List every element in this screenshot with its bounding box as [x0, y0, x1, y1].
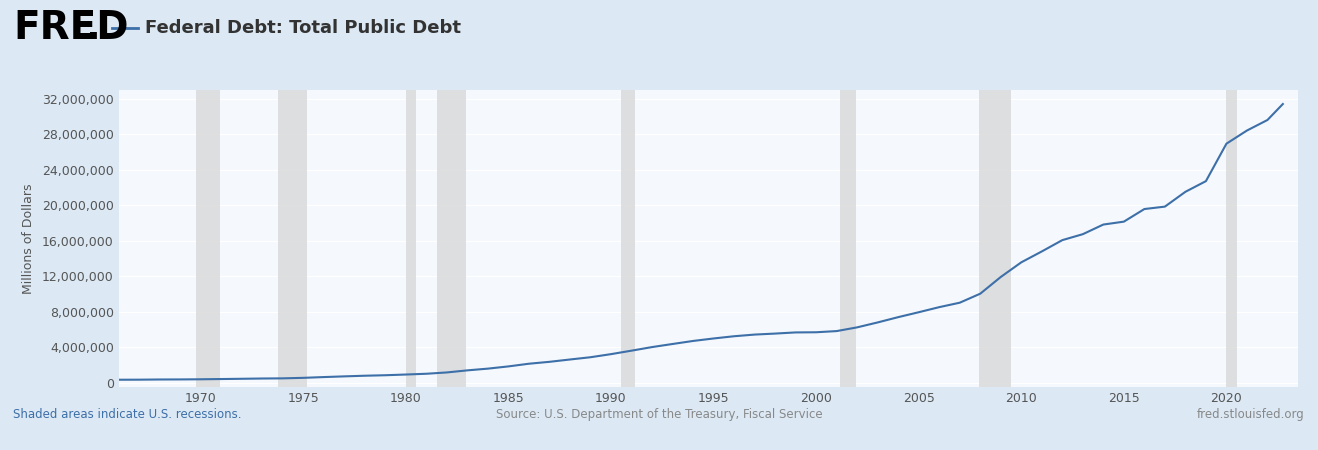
- Bar: [406, 90, 416, 387]
- Text: .: .: [86, 9, 100, 47]
- Text: Source: U.S. Department of the Treasury, Fiscal Service: Source: U.S. Department of the Treasury,…: [496, 409, 822, 421]
- Bar: [978, 90, 1011, 387]
- Y-axis label: Millions of Dollars: Millions of Dollars: [22, 183, 36, 294]
- Text: fred.stlouisfed.org: fred.stlouisfed.org: [1197, 409, 1305, 421]
- Bar: [1227, 90, 1236, 387]
- Bar: [195, 90, 220, 387]
- Bar: [621, 90, 635, 387]
- Text: FRED: FRED: [13, 9, 129, 47]
- Bar: [840, 90, 855, 387]
- Text: Federal Debt: Total Public Debt: Federal Debt: Total Public Debt: [145, 19, 461, 37]
- Bar: [436, 90, 465, 387]
- Bar: [278, 90, 307, 387]
- Text: Shaded areas indicate U.S. recessions.: Shaded areas indicate U.S. recessions.: [13, 409, 241, 421]
